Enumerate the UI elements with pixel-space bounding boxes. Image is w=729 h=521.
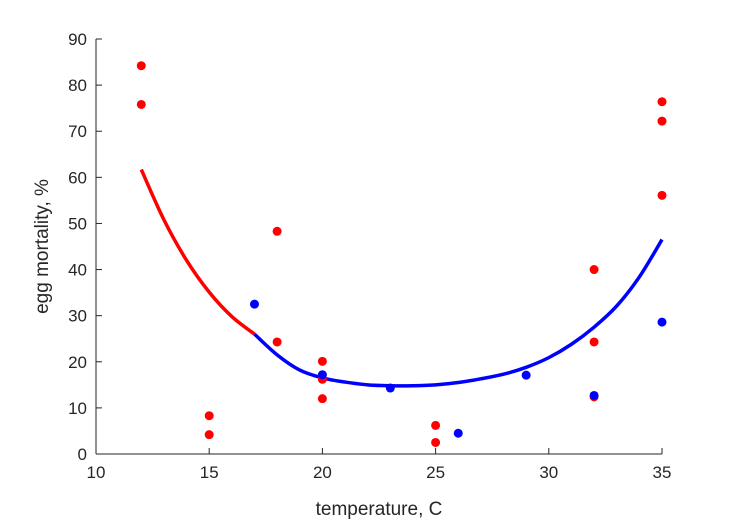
- x-tick-label: 15: [200, 463, 219, 482]
- y-tick-label: 40: [68, 261, 87, 280]
- data-point: [431, 420, 441, 430]
- data-point: [272, 226, 282, 236]
- y-tick-label: 90: [68, 30, 87, 49]
- x-tick-label: 20: [313, 463, 332, 482]
- data-point: [589, 265, 599, 275]
- data-point: [136, 99, 146, 109]
- data-point: [136, 61, 146, 71]
- y-tick-label: 30: [68, 307, 87, 326]
- fit-curve-segment-0: [139, 168, 256, 336]
- x-axis-label: temperature, C: [316, 499, 443, 520]
- data-point: [431, 437, 441, 447]
- y-tick-label: 50: [68, 214, 87, 233]
- y-axis-label: egg mortality, %: [32, 179, 53, 314]
- fit-curve-segment-1: [253, 238, 664, 388]
- data-point: [317, 370, 327, 380]
- data-point: [317, 356, 327, 366]
- data-point: [249, 299, 259, 309]
- y-tick-label: 0: [78, 445, 87, 464]
- x-tick-label: 10: [87, 463, 106, 482]
- data-point: [204, 430, 214, 440]
- data-point: [204, 411, 214, 421]
- x-tick-label: 30: [539, 463, 558, 482]
- x-tick-label: 35: [653, 463, 672, 482]
- y-tick-label: 10: [68, 399, 87, 418]
- data-point: [589, 337, 599, 347]
- x-tick-label: 25: [426, 463, 445, 482]
- data-point: [385, 383, 395, 393]
- data-points: [136, 61, 667, 447]
- data-point: [657, 116, 667, 126]
- y-tick-label: 80: [68, 76, 87, 95]
- data-point: [272, 337, 282, 347]
- data-point: [657, 317, 667, 327]
- fit-curve: [139, 168, 664, 388]
- data-point: [453, 428, 463, 438]
- data-point: [521, 370, 531, 380]
- axis-labels: temperature, C egg mortality, %: [32, 179, 442, 520]
- data-point: [317, 394, 327, 404]
- data-point: [589, 390, 599, 400]
- y-tick-label: 20: [68, 353, 87, 372]
- y-tick-label: 60: [68, 168, 87, 187]
- data-point: [657, 190, 667, 200]
- y-tick-label: 70: [68, 122, 87, 141]
- data-point: [657, 97, 667, 107]
